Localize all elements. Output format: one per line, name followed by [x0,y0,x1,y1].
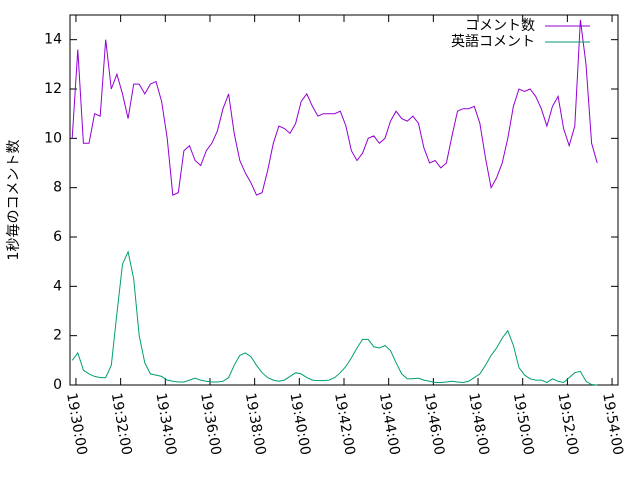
x-tick-label: 19:50:00 [510,392,537,457]
y-tick-label: 10 [44,130,62,146]
x-tick-label: 19:48:00 [465,392,492,457]
x-tick-label: 19:54:00 [599,392,626,457]
x-tick-label: 19:40:00 [286,392,313,457]
y-tick-label: 12 [44,81,62,97]
y-tick-label: 14 [44,32,62,48]
y-tick-label: 2 [53,328,62,344]
x-tick-label: 19:46:00 [420,392,447,457]
y-tick-label: 8 [53,180,62,196]
x-tick-label: 19:44:00 [376,392,403,457]
series-line [71,250,598,386]
x-tick-label: 19:36:00 [197,392,224,457]
y-tick-label: 6 [53,229,62,245]
legend-label: コメント数 [465,18,535,34]
x-tick-label: 19:42:00 [331,392,358,457]
y-tick-label: 4 [53,278,62,294]
legend-label: 英語コメント [451,33,535,50]
y-axis-label: 1秒毎のコメント数 [6,140,22,261]
x-tick-label: 19:34:00 [152,392,179,457]
x-tick-label: 19:30:00 [63,392,90,457]
plot-frame [69,14,619,386]
x-tick-label: 19:38:00 [242,392,269,457]
x-tick-label: 19:32:00 [108,392,135,457]
y-tick-label: 0 [53,377,62,393]
series-line [71,19,598,196]
x-tick-label: 19:52:00 [554,392,581,457]
